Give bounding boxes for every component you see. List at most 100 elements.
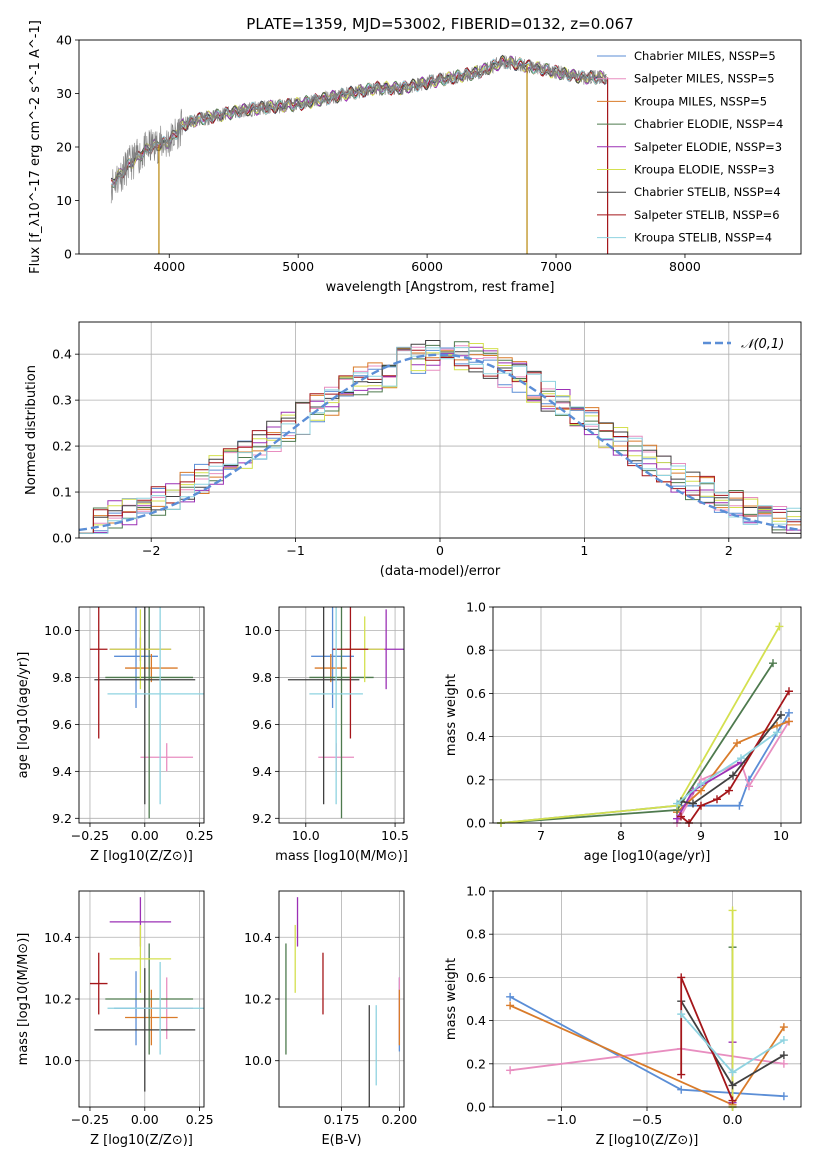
series-marker [697,801,705,810]
errorbar-point [125,989,178,1046]
series-line [680,977,734,1101]
y-tick-label: 0.0 [466,1100,486,1115]
errorbar-point [105,943,194,1055]
y-tick-label: 0.4 [52,347,72,362]
spectrum-axes: 4000 5000 6000 7000 8000 0 10 20 30 40 wavelength … [28,20,701,295]
series-marker [506,1001,515,1010]
x-axis-label: (data-model)/error [380,564,501,579]
y-tick-label: 0.0 [466,816,486,831]
weight_vs_age-axes: 7 8 9 10 0.0 0.2 0.4 0.6 0.8 1.0 age [log10(age/yr… [444,600,801,864]
errorbar-point [309,607,363,805]
legend-label: Salpeter MILES, NSSP=5 [634,72,775,86]
y-tick-label: 10.4 [44,930,72,945]
x-tick-label: 0.25 [186,1112,214,1127]
x-tick-label: 1 [580,543,588,558]
series-marker [785,687,793,696]
series-line [500,662,774,823]
x-tick-label: −0.25 [71,828,109,843]
series-marker [735,801,744,810]
series-marker [779,1059,788,1068]
y-tick-label: 1.0 [466,884,486,899]
legend-label: Salpeter ELODIE, NSSP=3 [634,140,782,154]
x-tick-label: 0.25 [186,828,214,843]
y-tick-label: 9.2 [52,811,72,826]
age_vs_Z-frame [78,606,205,824]
series-marker [779,1092,788,1101]
x-tick-label: 8000 [669,259,701,274]
series-marker [713,795,721,804]
legend-label: Chabrier MILES, NSSP=5 [634,49,776,63]
errorbar-point [311,607,354,708]
gaussian-curve [78,353,802,532]
histogram-step [79,346,801,534]
x-tick-label: 10 [773,828,789,843]
y-tick-label: 9.2 [252,811,272,826]
series-marker [506,1066,515,1075]
errorbar-point [109,609,172,690]
legend-label: Chabrier ELODIE, NSSP=4 [634,117,783,131]
x-axis-label: Z [log10(Z/Z⊙)] [90,1133,193,1148]
series-marker [785,717,793,726]
y-tick-label: 0.2 [466,1056,486,1071]
x-tick-label: 0.200 [381,1112,417,1127]
x-tick-label: 9 [697,828,705,843]
x-tick-label: 4000 [153,259,185,274]
mass_vs_Z-axes: −0.25 0.00 0.25 10.0 10.2 10.4 Z [log10(Z/Z⊙)]… [16,891,214,1148]
errorbar-point [107,607,204,805]
y-tick-label: 1.0 [466,600,486,615]
legend-label: 𝒩(0,1) [741,337,784,352]
series-marker [779,1051,788,1060]
y-tick-label: 9.4 [252,764,272,779]
y-axis-label: age [log10(age/yr)] [16,652,31,779]
x-tick-label: −0.25 [71,1112,109,1127]
series-marker [677,1070,686,1079]
y-tick-label: 9.6 [252,717,272,732]
x-tick-label: 7000 [540,259,572,274]
y-tick-label: 10.2 [244,992,272,1007]
residuals-axes: −2 −1 0 1 2 0.0 0.1 0.2 0.3 0.4 (data-model)/error… [24,322,801,579]
y-tick-label: 0.4 [466,729,486,744]
series-line [676,731,778,805]
y-tick-label: 0.3 [52,393,72,408]
y-tick-label: 20 [56,140,72,155]
legend-label: Kroupa STELIB, NSSP=4 [634,231,772,245]
residuals-frame [78,321,802,539]
series-line [680,690,790,823]
x-tick-label: 0.0 [723,1112,743,1127]
x-tick-label: 5000 [282,259,314,274]
y-tick-label: 10 [56,193,72,208]
y-tick-label: 10.0 [44,1053,72,1068]
y-tick-label: 0.2 [52,439,72,454]
series-marker [677,812,685,821]
y-tick-label: 0.0 [52,531,72,546]
x-tick-label: 8 [617,828,625,843]
errorbar-point [94,968,196,1092]
series-marker [697,780,705,789]
x-tick-label: −2 [142,543,160,558]
age_vs_mass-frame [278,606,405,824]
x-tick-label: 7 [537,828,545,843]
series-marker [745,782,753,791]
series-marker [728,1081,737,1090]
series-marker [779,1023,788,1032]
legend-label: Salpeter STELIB, NSSP=6 [634,208,780,222]
spectrum-frame [78,39,802,255]
series-marker [677,973,686,982]
y-axis-label: mass weight [444,674,459,756]
mass_vs_Z-frame [78,890,205,1108]
model-line [110,54,607,181]
mass_vs_ebv-frame [278,890,405,1108]
errorbar-point [94,607,196,805]
y-axis-label: mass weight [444,958,459,1040]
errorbar-point [107,961,204,1055]
series-marker [677,1085,686,1094]
y-axis-label: Flux [f_λ10^-17 erg cm^-2 s^-1 A^-1] [28,20,43,274]
series-marker [728,1068,737,1077]
series-marker [785,708,793,717]
errorbar-point [89,607,108,739]
x-tick-label: 0 [436,543,444,558]
errorbar-point [140,743,194,772]
series-marker [773,728,781,737]
series-marker [779,1036,788,1045]
y-tick-label: 9.4 [52,764,72,779]
